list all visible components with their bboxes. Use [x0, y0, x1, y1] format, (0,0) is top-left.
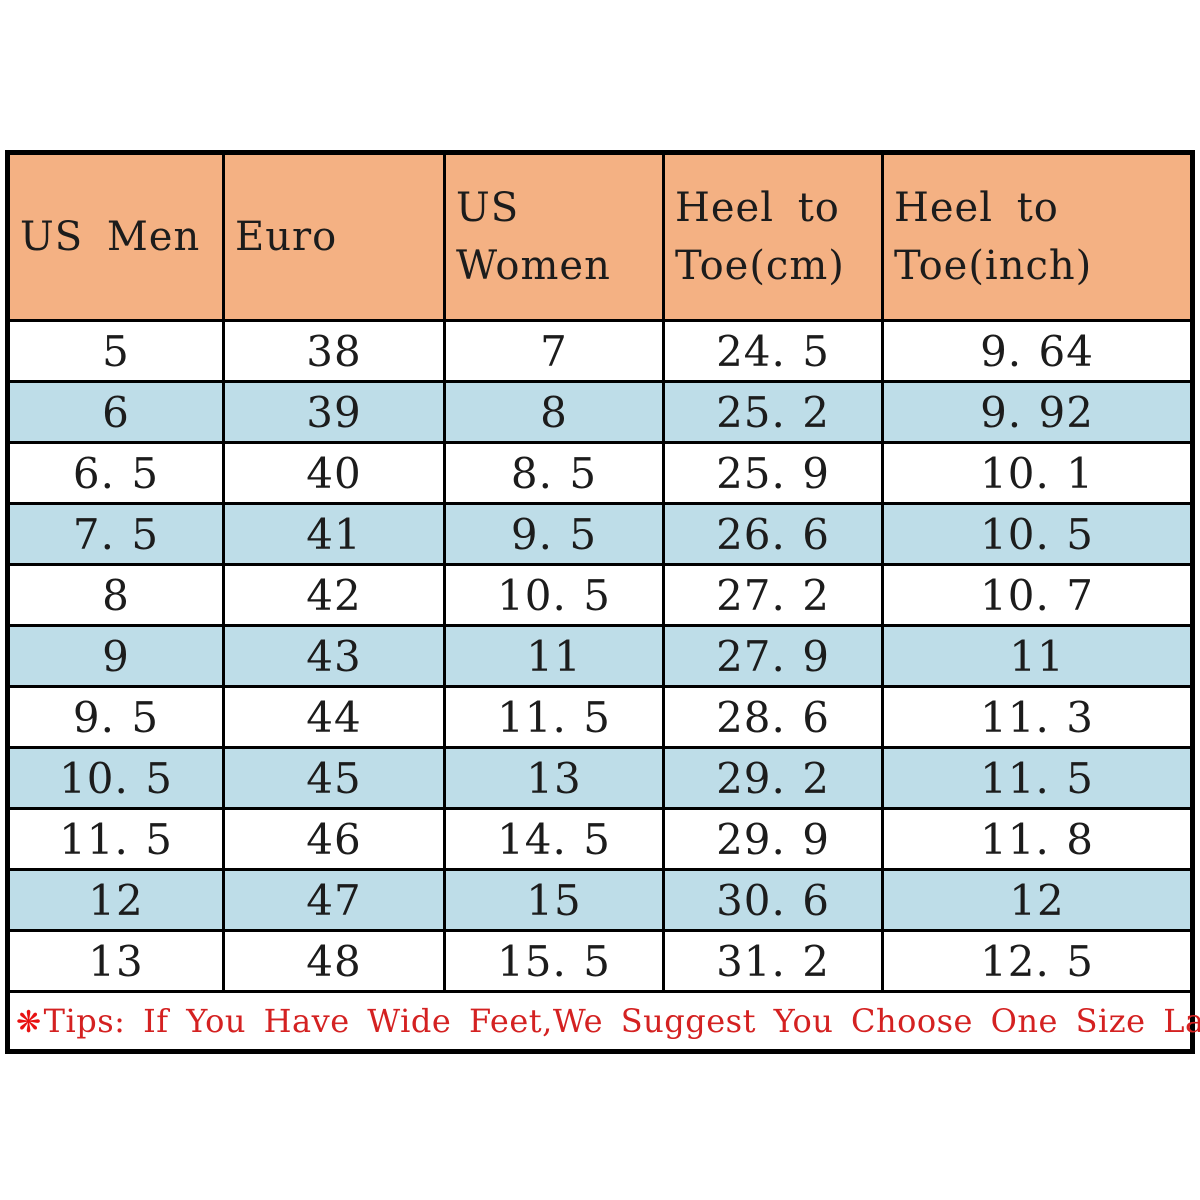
cell: 29. 9	[662, 807, 884, 871]
cell: 41	[222, 502, 446, 566]
cell: 11. 8	[881, 807, 1194, 871]
column-header: US Women	[443, 151, 665, 322]
tips-text: Tips: If You Have Wide Feet,We Suggest Y…	[43, 1002, 1200, 1040]
cell: 8. 5	[443, 441, 665, 505]
cell: 48	[222, 929, 446, 993]
cell: 11. 5	[881, 746, 1194, 810]
table-row: 12 47 15 30. 6 12	[6, 868, 1194, 932]
cell: 25. 2	[662, 380, 884, 444]
cell: 27. 9	[662, 624, 884, 688]
cell: 11	[443, 624, 665, 688]
tips-row: ❋Tips: If You Have Wide Feet,We Suggest …	[6, 990, 1200, 1053]
cell: 7	[443, 319, 665, 383]
cell: 38	[222, 319, 446, 383]
cell: 44	[222, 685, 446, 749]
table-row: 6. 5 40 8. 5 25. 9 10. 1	[6, 441, 1194, 505]
cell: 9	[6, 624, 225, 688]
cell: 12	[6, 868, 225, 932]
flower-asterisk-icon: ❋	[16, 1005, 42, 1040]
cell: 43	[222, 624, 446, 688]
cell: 9. 64	[881, 319, 1194, 383]
table-row: 7. 5 41 9. 5 26. 6 10. 5	[6, 502, 1194, 566]
cell: 24. 5	[662, 319, 884, 383]
table-row: 10. 5 45 13 29. 2 11. 5	[6, 746, 1194, 810]
cell: 29. 2	[662, 746, 884, 810]
cell: 47	[222, 868, 446, 932]
header-row: US Men Euro US Women Heel to Toe(cm) Heel to T…	[6, 151, 1194, 322]
cell: 5	[6, 319, 225, 383]
table-row: 9 43 11 27. 9 11	[6, 624, 1194, 688]
cell: 26. 6	[662, 502, 884, 566]
cell: 39	[222, 380, 446, 444]
tips-cell: ❋Tips: If You Have Wide Feet,We Suggest …	[6, 990, 1200, 1053]
cell: 28. 6	[662, 685, 884, 749]
cell: 42	[222, 563, 446, 627]
column-header: Heel to Toe(cm)	[662, 151, 884, 322]
table-row: 9. 5 44 11. 5 28. 6 11. 3	[6, 685, 1194, 749]
table-row: 8 42 10. 5 27. 2 10. 7	[6, 563, 1194, 627]
cell: 11. 3	[881, 685, 1194, 749]
cell: 9. 92	[881, 380, 1194, 444]
cell: 9. 5	[443, 502, 665, 566]
cell: 6. 5	[6, 441, 225, 505]
cell: 11	[881, 624, 1194, 688]
cell: 27. 2	[662, 563, 884, 627]
cell: 46	[222, 807, 446, 871]
size-chart-table: US Men Euro US Women Heel to Toe(cm) Heel to T…	[5, 150, 1200, 1054]
cell: 10. 5	[443, 563, 665, 627]
cell: 12. 5	[881, 929, 1194, 993]
cell: 6	[6, 380, 225, 444]
cell: 25. 9	[662, 441, 884, 505]
cell: 10. 5	[6, 746, 225, 810]
cell: 31. 2	[662, 929, 884, 993]
cell: 7. 5	[6, 502, 225, 566]
table-row: 5 38 7 24. 5 9. 64	[6, 319, 1194, 383]
table-row: 6 39 8 25. 2 9. 92	[6, 380, 1194, 444]
cell: 11. 5	[6, 807, 225, 871]
column-header: Heel to Toe(inch)	[881, 151, 1194, 322]
cell: 15. 5	[443, 929, 665, 993]
column-header: Euro	[222, 151, 446, 322]
cell: 30. 6	[662, 868, 884, 932]
cell: 12	[881, 868, 1194, 932]
cell: 10. 7	[881, 563, 1194, 627]
cell: 14. 5	[443, 807, 665, 871]
cell: 10. 1	[881, 441, 1194, 505]
cell: 13	[6, 929, 225, 993]
table-row: 13 48 15. 5 31. 2 12. 5	[6, 929, 1194, 993]
cell: 13	[443, 746, 665, 810]
cell: 9. 5	[6, 685, 225, 749]
cell: 40	[222, 441, 446, 505]
table-row: 11. 5 46 14. 5 29. 9 11. 8	[6, 807, 1194, 871]
column-header: US Men	[6, 151, 225, 322]
cell: 8	[6, 563, 225, 627]
cell: 10. 5	[881, 502, 1194, 566]
cell: 15	[443, 868, 665, 932]
cell: 8	[443, 380, 665, 444]
cell: 11. 5	[443, 685, 665, 749]
cell: 45	[222, 746, 446, 810]
